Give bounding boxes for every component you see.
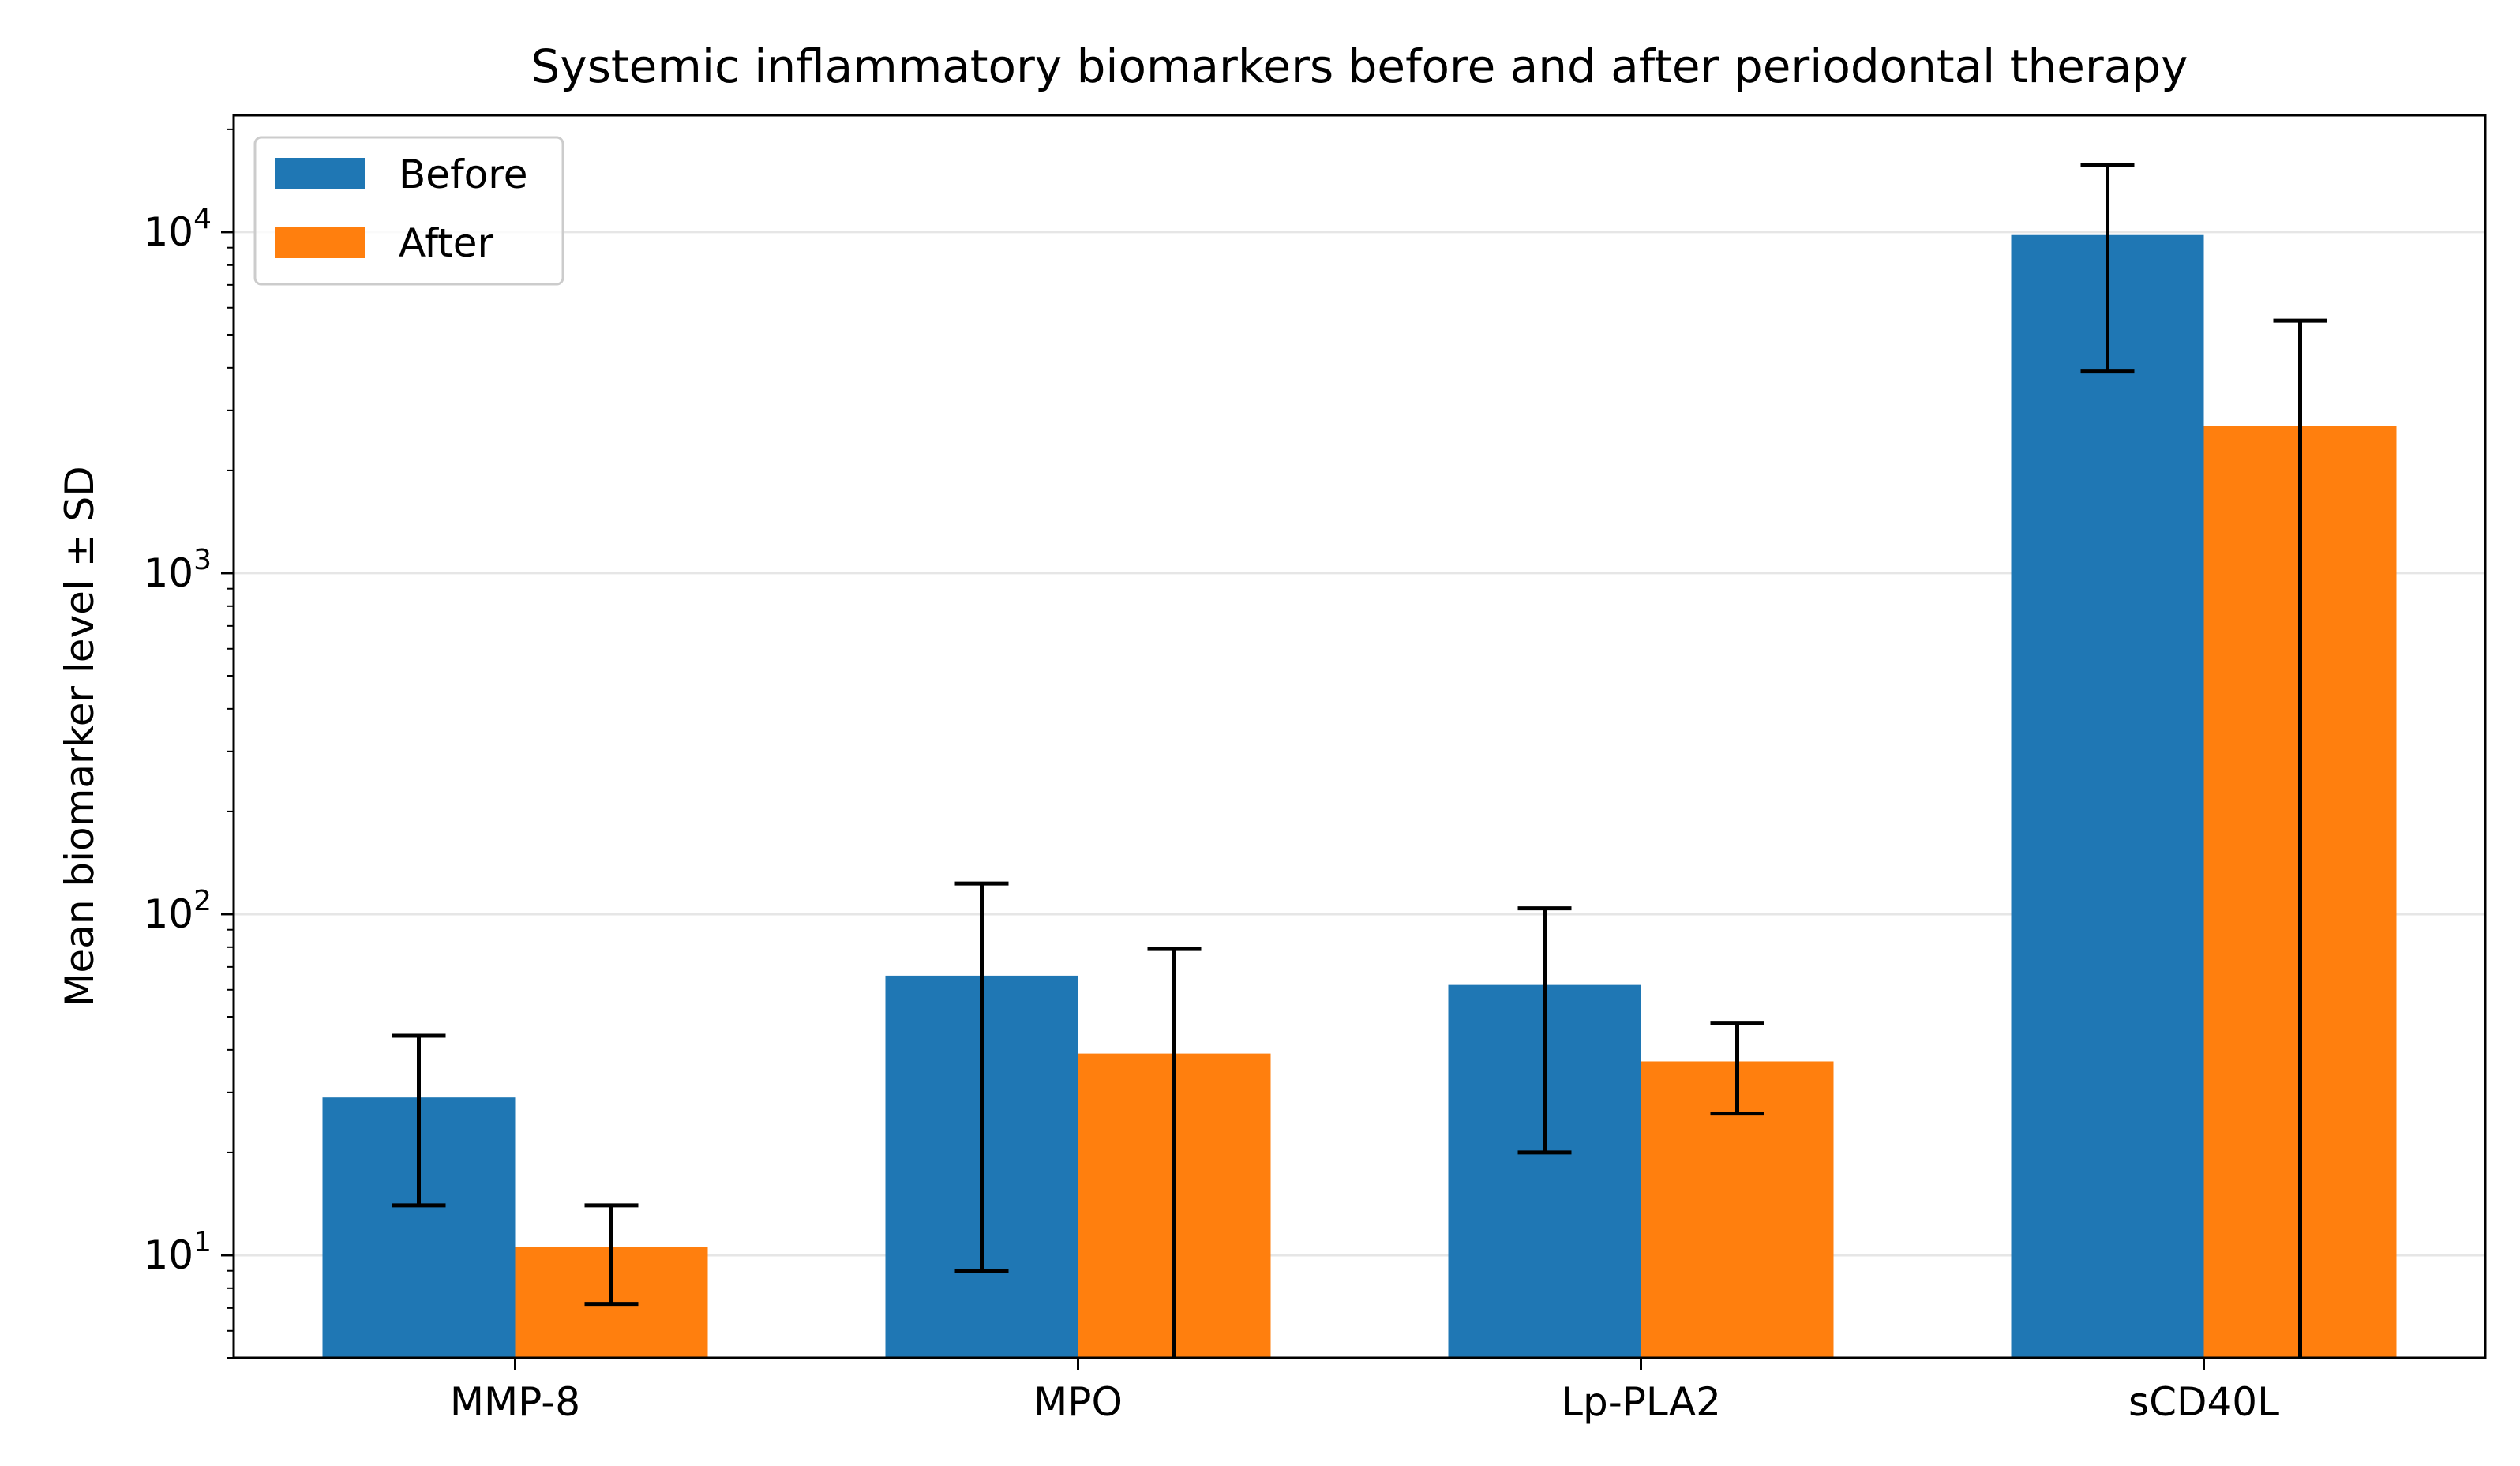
- plot-frame: [232, 114, 2487, 1359]
- y-tick-label-2: 103: [143, 544, 212, 596]
- y-tick-label-0: 101: [143, 1226, 212, 1278]
- x-tick-label-1: MPO: [1033, 1379, 1123, 1425]
- x-axis-ticks: MMP-8 MPO Lp-PLA2 sCD40L: [450, 1358, 2279, 1425]
- y-axis-label: Mean biomarker level ± SD: [57, 466, 103, 1007]
- error-bar-before-0: [392, 1033, 446, 1208]
- y-tick-label-3: 104: [143, 203, 212, 255]
- x-tick-label-2: Lp-PLA2: [1561, 1379, 1721, 1425]
- error-bar-after-3: [2273, 318, 2327, 1358]
- legend-label-after: After: [399, 220, 494, 266]
- error-bar-after-2: [1710, 1021, 1764, 1116]
- y-tick-label-1: 102: [143, 885, 212, 937]
- x-tick-label-3: sCD40L: [2128, 1379, 2279, 1425]
- error-bar-before-3: [2080, 163, 2135, 374]
- error-bars: [392, 163, 2327, 1358]
- error-bar-before-2: [1517, 906, 1572, 1155]
- y-axis-ticks: 101 102 103 104: [143, 128, 234, 1359]
- bars: [322, 234, 2397, 1358]
- legend-label-before: Before: [399, 152, 527, 197]
- legend-swatch-after: [275, 227, 365, 258]
- error-bar-after-1: [1147, 947, 1202, 1358]
- error-bar-before-1: [954, 881, 1009, 1273]
- x-tick-label-0: MMP-8: [450, 1379, 580, 1425]
- bar-before-3: [2011, 234, 2204, 1358]
- legend-swatch-before: [275, 158, 365, 189]
- legend: Before After: [253, 136, 564, 286]
- error-bar-after-0: [584, 1203, 639, 1307]
- chart-title: Systemic inflammatory biomarkers before …: [531, 39, 2188, 93]
